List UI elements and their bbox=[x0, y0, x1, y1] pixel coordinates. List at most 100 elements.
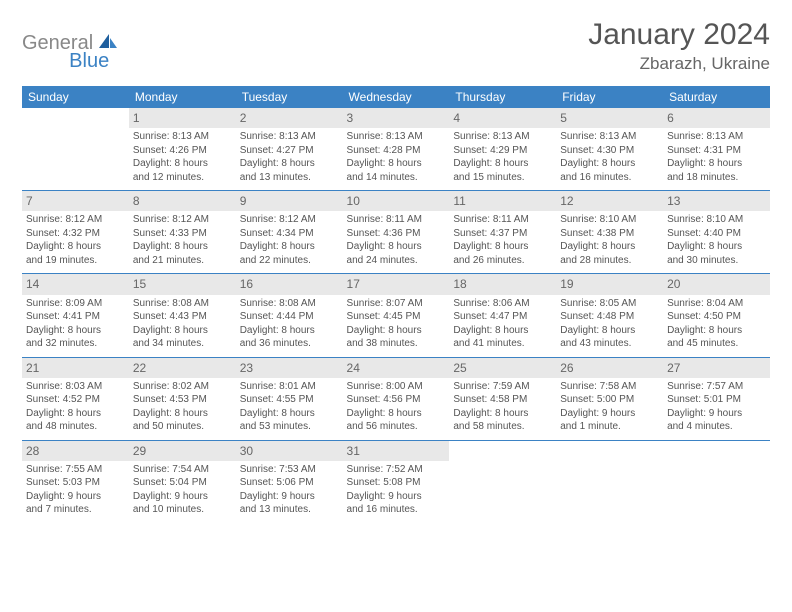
calendar-day-cell: 6Sunrise: 8:13 AMSunset: 4:31 PMDaylight… bbox=[663, 108, 770, 191]
sunset-text: Sunset: 5:04 PM bbox=[133, 476, 232, 490]
calendar-day-cell: 22Sunrise: 8:02 AMSunset: 4:53 PMDayligh… bbox=[129, 357, 236, 440]
sunset-text: Sunset: 4:50 PM bbox=[667, 310, 766, 324]
daylight-line1: Daylight: 8 hours bbox=[667, 240, 766, 254]
calendar-day-cell: 3Sunrise: 8:13 AMSunset: 4:28 PMDaylight… bbox=[343, 108, 450, 191]
daylight-line1: Daylight: 8 hours bbox=[347, 157, 446, 171]
calendar-day-cell: 8Sunrise: 8:12 AMSunset: 4:33 PMDaylight… bbox=[129, 191, 236, 274]
daylight-line2: and 36 minutes. bbox=[240, 337, 339, 351]
sunset-text: Sunset: 4:55 PM bbox=[240, 393, 339, 407]
daylight-line1: Daylight: 9 hours bbox=[133, 490, 232, 504]
sunrise-text: Sunrise: 7:53 AM bbox=[240, 463, 339, 477]
daylight-line2: and 43 minutes. bbox=[560, 337, 659, 351]
day-number: 26 bbox=[556, 358, 663, 378]
weekday-header: Monday bbox=[129, 86, 236, 108]
sunset-text: Sunset: 4:28 PM bbox=[347, 144, 446, 158]
daylight-line2: and 24 minutes. bbox=[347, 254, 446, 268]
sunset-text: Sunset: 5:01 PM bbox=[667, 393, 766, 407]
sunset-text: Sunset: 4:29 PM bbox=[453, 144, 552, 158]
day-number: 13 bbox=[663, 191, 770, 211]
daylight-line1: Daylight: 8 hours bbox=[26, 240, 125, 254]
sunrise-text: Sunrise: 8:04 AM bbox=[667, 297, 766, 311]
sunrise-text: Sunrise: 8:03 AM bbox=[26, 380, 125, 394]
logo-text-blue: Blue bbox=[69, 50, 109, 73]
daylight-line2: and 13 minutes. bbox=[240, 171, 339, 185]
weekday-header: Sunday bbox=[22, 86, 129, 108]
sunset-text: Sunset: 4:44 PM bbox=[240, 310, 339, 324]
daylight-line1: Daylight: 8 hours bbox=[560, 240, 659, 254]
daylight-line1: Daylight: 8 hours bbox=[133, 324, 232, 338]
day-number: 29 bbox=[129, 441, 236, 461]
sunset-text: Sunset: 4:52 PM bbox=[26, 393, 125, 407]
daylight-line2: and 50 minutes. bbox=[133, 420, 232, 434]
calendar-day-cell: 24Sunrise: 8:00 AMSunset: 4:56 PMDayligh… bbox=[343, 357, 450, 440]
calendar-day-cell: 26Sunrise: 7:58 AMSunset: 5:00 PMDayligh… bbox=[556, 357, 663, 440]
calendar-day-cell: 15Sunrise: 8:08 AMSunset: 4:43 PMDayligh… bbox=[129, 274, 236, 357]
daylight-line2: and 15 minutes. bbox=[453, 171, 552, 185]
daylight-line2: and 56 minutes. bbox=[347, 420, 446, 434]
sunset-text: Sunset: 4:27 PM bbox=[240, 144, 339, 158]
calendar-day-cell: 11Sunrise: 8:11 AMSunset: 4:37 PMDayligh… bbox=[449, 191, 556, 274]
calendar-day-cell: 31Sunrise: 7:52 AMSunset: 5:08 PMDayligh… bbox=[343, 440, 450, 523]
day-number: 11 bbox=[449, 191, 556, 211]
sunrise-text: Sunrise: 8:05 AM bbox=[560, 297, 659, 311]
sunrise-text: Sunrise: 8:12 AM bbox=[240, 213, 339, 227]
calendar-day-cell: 30Sunrise: 7:53 AMSunset: 5:06 PMDayligh… bbox=[236, 440, 343, 523]
day-number: 1 bbox=[129, 108, 236, 128]
weekday-header: Tuesday bbox=[236, 86, 343, 108]
daylight-line1: Daylight: 8 hours bbox=[453, 407, 552, 421]
daylight-line2: and 16 minutes. bbox=[560, 171, 659, 185]
sunrise-text: Sunrise: 7:59 AM bbox=[453, 380, 552, 394]
daylight-line1: Daylight: 8 hours bbox=[133, 407, 232, 421]
daylight-line2: and 13 minutes. bbox=[240, 503, 339, 517]
sunrise-text: Sunrise: 8:11 AM bbox=[347, 213, 446, 227]
sunrise-text: Sunrise: 8:00 AM bbox=[347, 380, 446, 394]
day-number: 18 bbox=[449, 274, 556, 294]
day-number: 19 bbox=[556, 274, 663, 294]
daylight-line1: Daylight: 8 hours bbox=[240, 240, 339, 254]
daylight-line2: and 58 minutes. bbox=[453, 420, 552, 434]
daylight-line2: and 22 minutes. bbox=[240, 254, 339, 268]
sunrise-text: Sunrise: 7:58 AM bbox=[560, 380, 659, 394]
sunrise-text: Sunrise: 8:12 AM bbox=[133, 213, 232, 227]
calendar-day-cell: 10Sunrise: 8:11 AMSunset: 4:36 PMDayligh… bbox=[343, 191, 450, 274]
sunset-text: Sunset: 4:40 PM bbox=[667, 227, 766, 241]
daylight-line2: and 16 minutes. bbox=[347, 503, 446, 517]
daylight-line1: Daylight: 8 hours bbox=[347, 324, 446, 338]
sunrise-text: Sunrise: 7:55 AM bbox=[26, 463, 125, 477]
sunset-text: Sunset: 4:47 PM bbox=[453, 310, 552, 324]
calendar-day-cell: 4Sunrise: 8:13 AMSunset: 4:29 PMDaylight… bbox=[449, 108, 556, 191]
day-number: 16 bbox=[236, 274, 343, 294]
sunset-text: Sunset: 5:08 PM bbox=[347, 476, 446, 490]
daylight-line1: Daylight: 9 hours bbox=[26, 490, 125, 504]
title-block: January 2024 Zbarazh, Ukraine bbox=[588, 18, 770, 74]
calendar-day-cell: 20Sunrise: 8:04 AMSunset: 4:50 PMDayligh… bbox=[663, 274, 770, 357]
daylight-line1: Daylight: 8 hours bbox=[667, 157, 766, 171]
daylight-line2: and 30 minutes. bbox=[667, 254, 766, 268]
sunset-text: Sunset: 5:06 PM bbox=[240, 476, 339, 490]
daylight-line1: Daylight: 8 hours bbox=[453, 240, 552, 254]
daylight-line1: Daylight: 8 hours bbox=[560, 324, 659, 338]
daylight-line2: and 28 minutes. bbox=[560, 254, 659, 268]
weekday-header: Friday bbox=[556, 86, 663, 108]
calendar-day-cell: 19Sunrise: 8:05 AMSunset: 4:48 PMDayligh… bbox=[556, 274, 663, 357]
calendar-day-cell: 1Sunrise: 8:13 AMSunset: 4:26 PMDaylight… bbox=[129, 108, 236, 191]
sunrise-text: Sunrise: 8:08 AM bbox=[240, 297, 339, 311]
calendar-week-row: 28Sunrise: 7:55 AMSunset: 5:03 PMDayligh… bbox=[22, 440, 770, 523]
day-number: 22 bbox=[129, 358, 236, 378]
sunset-text: Sunset: 4:32 PM bbox=[26, 227, 125, 241]
sunset-text: Sunset: 4:31 PM bbox=[667, 144, 766, 158]
day-number: 8 bbox=[129, 191, 236, 211]
day-number: 28 bbox=[22, 441, 129, 461]
calendar-week-row: 14Sunrise: 8:09 AMSunset: 4:41 PMDayligh… bbox=[22, 274, 770, 357]
daylight-line1: Daylight: 8 hours bbox=[347, 240, 446, 254]
sunrise-text: Sunrise: 7:54 AM bbox=[133, 463, 232, 477]
logo: General Blue bbox=[22, 32, 161, 55]
day-number: 7 bbox=[22, 191, 129, 211]
daylight-line2: and 26 minutes. bbox=[453, 254, 552, 268]
calendar-day-cell bbox=[449, 440, 556, 523]
daylight-line2: and 32 minutes. bbox=[26, 337, 125, 351]
sunset-text: Sunset: 4:53 PM bbox=[133, 393, 232, 407]
weekday-header-row: Sunday Monday Tuesday Wednesday Thursday… bbox=[22, 86, 770, 108]
daylight-line1: Daylight: 8 hours bbox=[453, 157, 552, 171]
daylight-line2: and 7 minutes. bbox=[26, 503, 125, 517]
